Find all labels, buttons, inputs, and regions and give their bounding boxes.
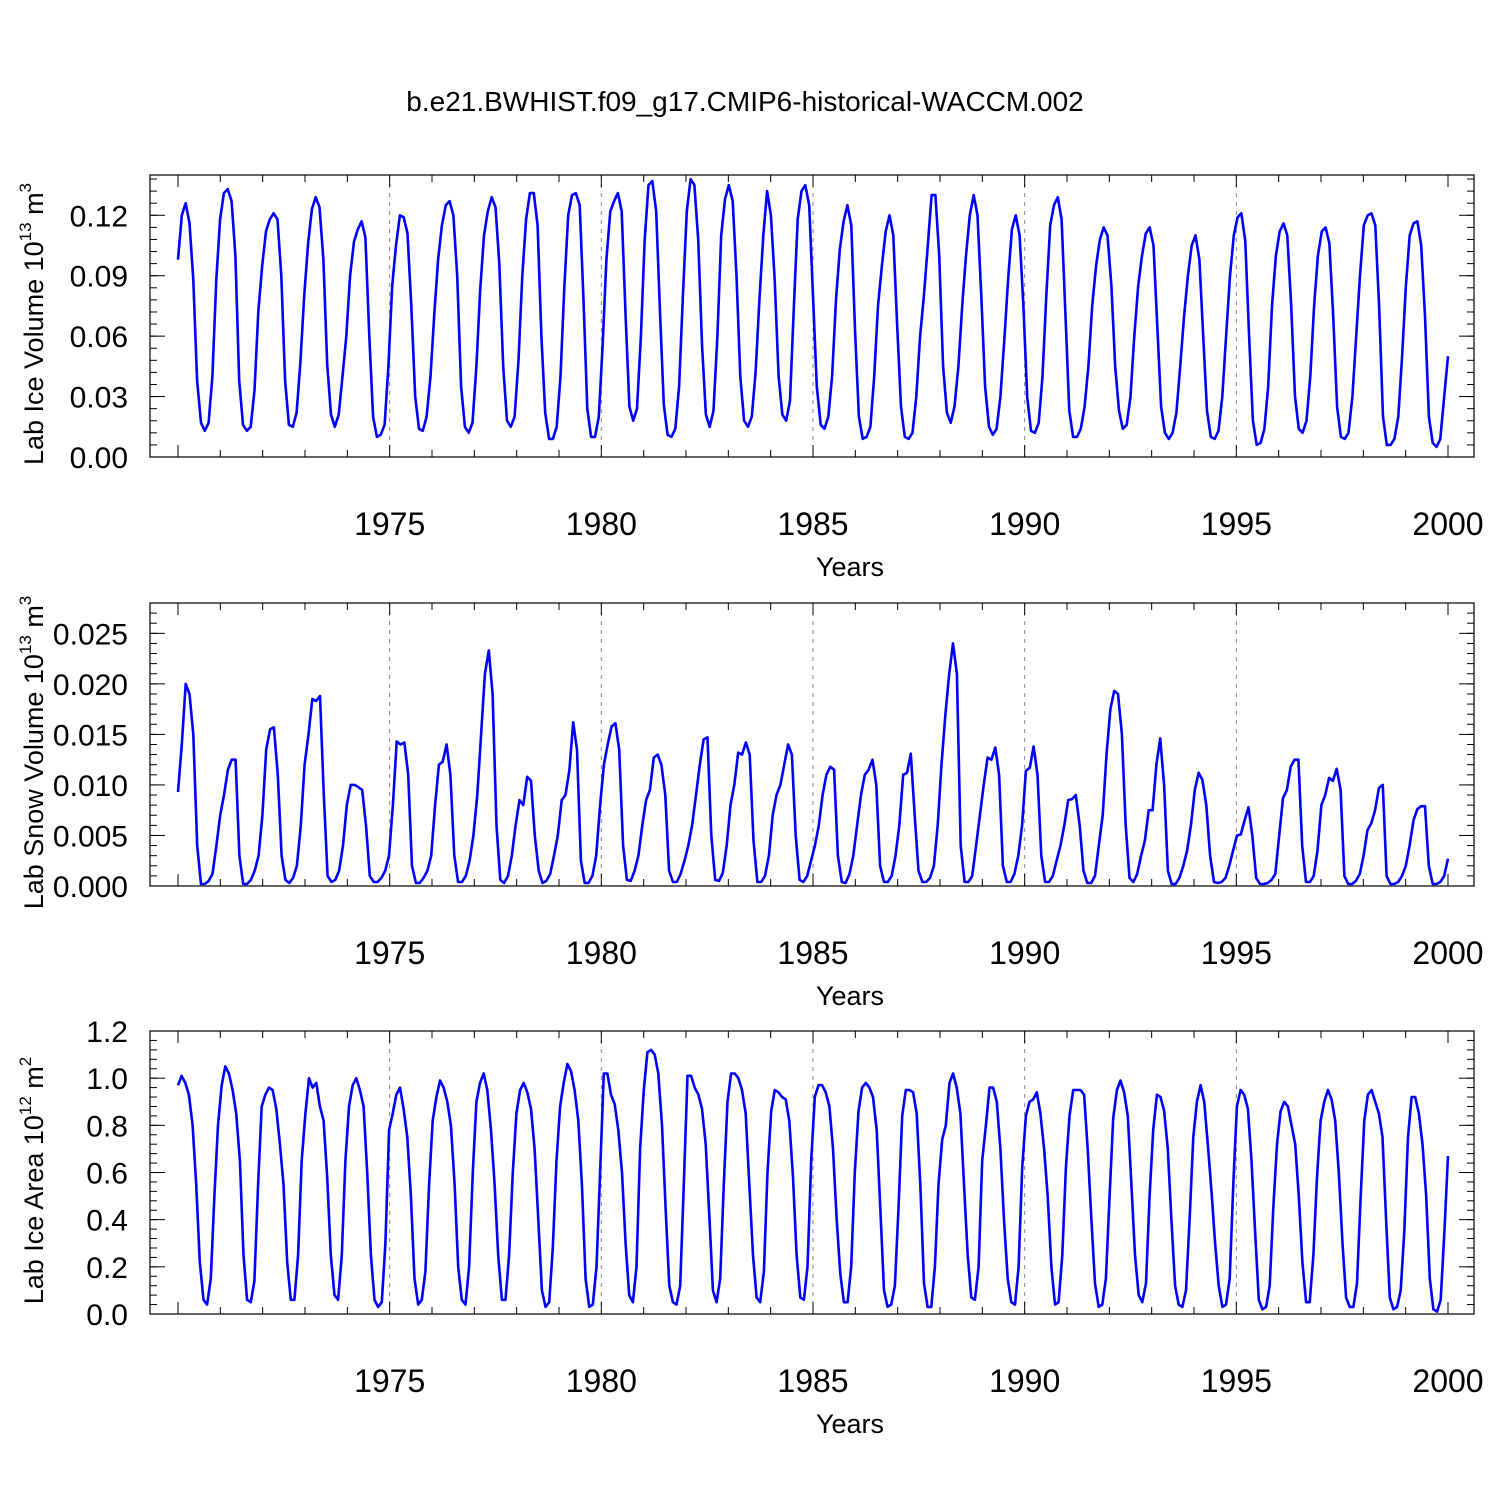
y-tick-label: 0.8 (86, 1110, 128, 1143)
x-axis-label: Years (816, 981, 884, 1011)
plot-frame (149, 174, 1475, 458)
y-tick-label: 0.000 (53, 871, 128, 904)
y-axis-label-exponent: 13 (16, 222, 35, 241)
x-tick-label: 1990 (989, 935, 1060, 971)
data-series-line (176, 177, 1450, 449)
y-axis-label-unit-exponent: 2 (16, 1057, 35, 1066)
x-tick-label: 1975 (354, 935, 425, 971)
x-tick-label: 1985 (777, 935, 848, 971)
x-tick-label: 1990 (989, 506, 1060, 542)
y-tick-label: 0.03 (70, 382, 128, 415)
plot-frame (149, 602, 1475, 887)
x-axis-label: Years (816, 552, 884, 582)
y-axis-label-unit: m (19, 605, 49, 635)
y-tick-label: 0.005 (53, 820, 128, 853)
y-tick-label: 0.09 (70, 261, 128, 294)
x-tick-label: 1995 (1201, 506, 1272, 542)
x-tick-label: 1995 (1201, 1363, 1272, 1399)
y-axis-label: Lab Ice Area 1012 m2 (16, 1057, 49, 1305)
y-axis-label-unit: m (19, 192, 49, 222)
x-axis-label: Years (816, 1409, 884, 1439)
panel-1: 0.00 0.03 0.06 0.09 0.12 1975 1980 1985 1990 1995… (16, 174, 1484, 582)
y-tick-label: 1.0 (86, 1063, 128, 1096)
y-axis-label-exponent: 12 (16, 1096, 35, 1115)
y-axis-label: Lab Ice Volume 1013 m3 (16, 183, 49, 465)
panel-2: 0.000 0.005 0.010 0.015 0.020 0.025 1975 1980 19… (16, 596, 1484, 1011)
y-tick-label: 0.4 (86, 1205, 128, 1238)
y-tick-label: 0.025 (53, 618, 128, 651)
y-axis-label: Lab Snow Volume 1013 m3 (16, 596, 49, 910)
data-series-line (176, 642, 1450, 886)
x-tick-label: 1995 (1201, 935, 1272, 971)
y-tick-label: 0.06 (70, 321, 128, 354)
y-tick-label: 0.6 (86, 1158, 128, 1191)
panel-3: 0.0 0.2 0.4 0.6 0.8 1.0 1.2 1975 1980 1985 1990 199… (16, 1016, 1484, 1439)
x-tick-label: 1980 (566, 1363, 637, 1399)
y-tick-label: 0.2 (86, 1252, 128, 1285)
x-tick-label: 1980 (566, 935, 637, 971)
y-axis-label-exponent: 13 (16, 635, 35, 654)
y-tick-label: 0.010 (53, 770, 128, 803)
y-tick-label: 0.020 (53, 669, 128, 702)
y-tick-label: 1.2 (86, 1016, 128, 1049)
y-axis-label-main: Lab Snow Volume 10 (19, 654, 49, 909)
x-tick-label: 2000 (1412, 935, 1483, 971)
y-axis-label-unit: m (19, 1066, 49, 1096)
figure-title: b.e21.BWHIST.f09_g17.CMIP6-historical-WA… (406, 86, 1083, 117)
x-tick-label: 1975 (354, 506, 425, 542)
x-tick-label: 2000 (1412, 1363, 1483, 1399)
y-tick-label: 0.015 (53, 719, 128, 752)
y-tick-label: 0.0 (86, 1299, 128, 1332)
y-axis-label-unit-exponent: 3 (16, 596, 35, 605)
y-axis-label-main: Lab Ice Area 10 (19, 1115, 49, 1304)
x-tick-label: 2000 (1412, 506, 1483, 542)
data-series-line (176, 1048, 1450, 1313)
x-tick-label: 1985 (777, 506, 848, 542)
x-tick-label: 1990 (989, 1363, 1060, 1399)
x-tick-label: 1975 (354, 1363, 425, 1399)
x-tick-label: 1985 (777, 1363, 848, 1399)
y-tick-label: 0.12 (70, 200, 128, 233)
y-tick-label: 0.00 (70, 442, 128, 475)
y-axis-label-main: Lab Ice Volume 10 (19, 241, 49, 465)
y-axis-label-unit-exponent: 3 (16, 183, 35, 192)
x-tick-label: 1980 (566, 506, 637, 542)
